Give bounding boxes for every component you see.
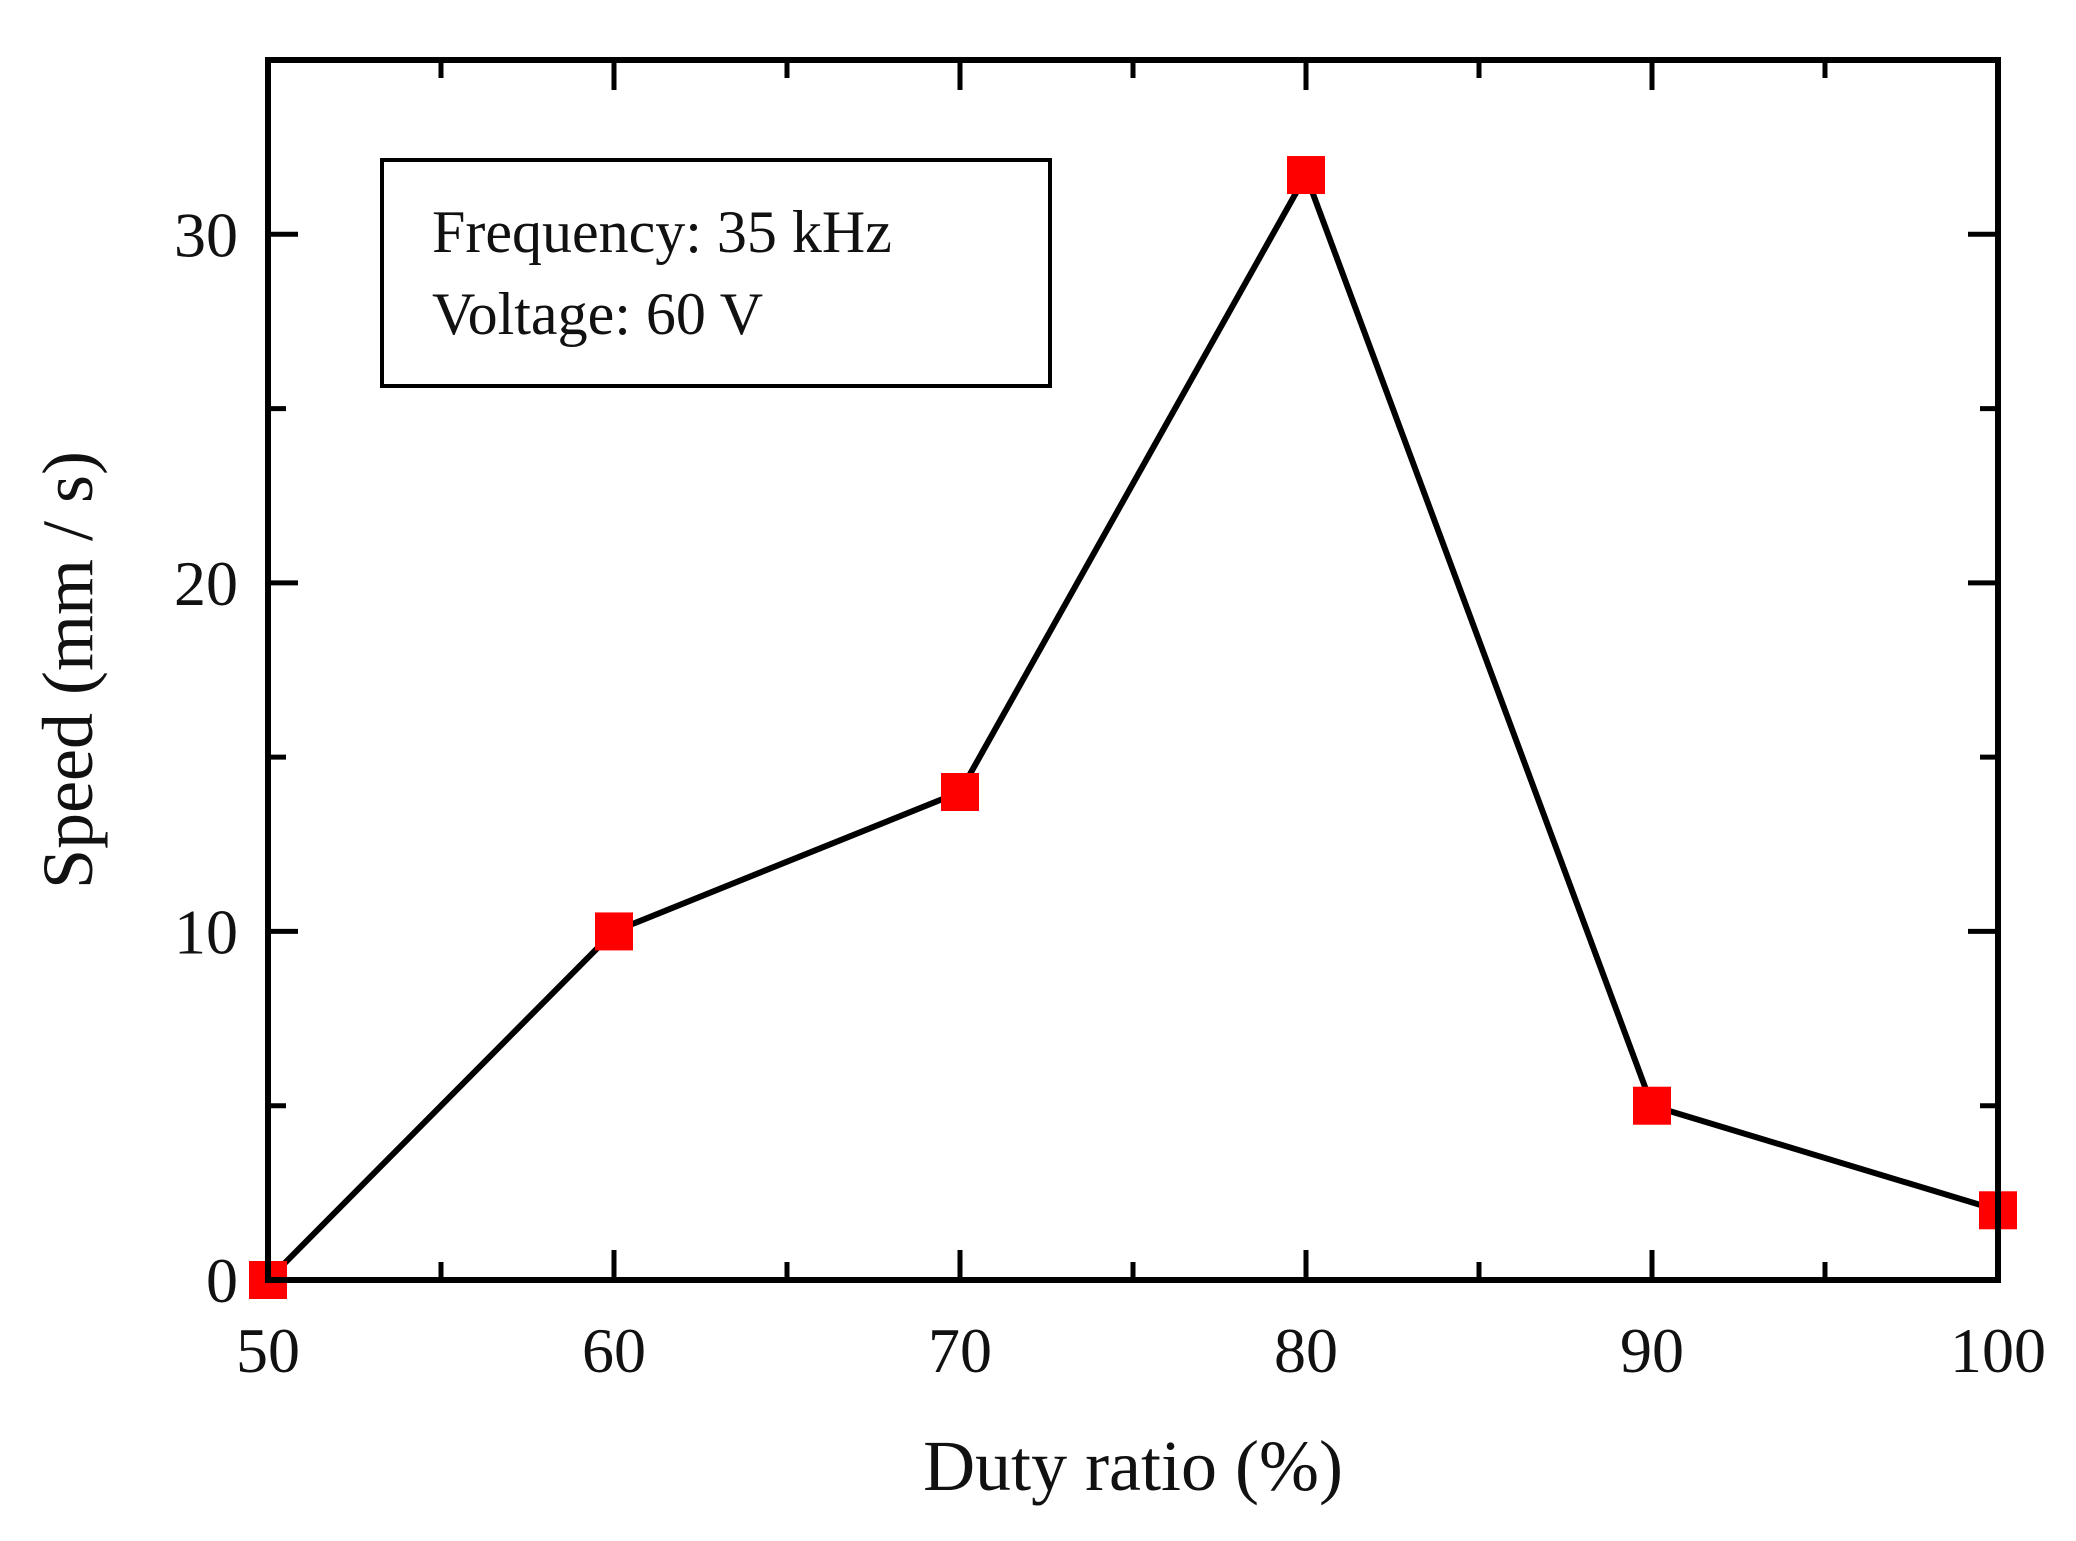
series-line-0 — [265, 172, 1999, 1283]
x-tick-label-100: 100 — [1950, 1315, 2046, 1386]
annotation-line-voltage: Voltage: 60 V — [432, 281, 763, 347]
x-tick-label-70: 70 — [928, 1315, 992, 1386]
x-axis-title: Duty ratio (%) — [923, 1426, 1343, 1506]
annotation-box: Frequency: 35 kHz Voltage: 60 V — [380, 158, 1052, 388]
tick-labels: 50 60 70 80 90 100 0 10 20 30 — [174, 199, 2046, 1386]
x-tick-label-90: 90 — [1620, 1315, 1684, 1386]
y-tick-label-20: 20 — [174, 548, 238, 619]
annotation-line-frequency: Frequency: 35 kHz — [432, 199, 892, 265]
data-point-70 — [941, 773, 979, 811]
x-tick-label-50: 50 — [236, 1315, 300, 1386]
x-tick-label-60: 60 — [582, 1315, 646, 1386]
series-lines — [265, 172, 1999, 1283]
data-point-80 — [1287, 156, 1325, 195]
plot-frame — [265, 57, 2001, 1283]
annotation-frame — [380, 158, 1052, 388]
data-point-60 — [595, 912, 633, 951]
y-tick-label-0: 0 — [206, 1245, 238, 1316]
y-axis-title: Speed (mm / s) — [28, 451, 108, 889]
data-point-90 — [1633, 1086, 1671, 1125]
y-tick-label-10: 10 — [174, 896, 238, 967]
x-tick-label-80: 80 — [1274, 1315, 1338, 1386]
y-tick-label-30: 30 — [174, 199, 238, 270]
